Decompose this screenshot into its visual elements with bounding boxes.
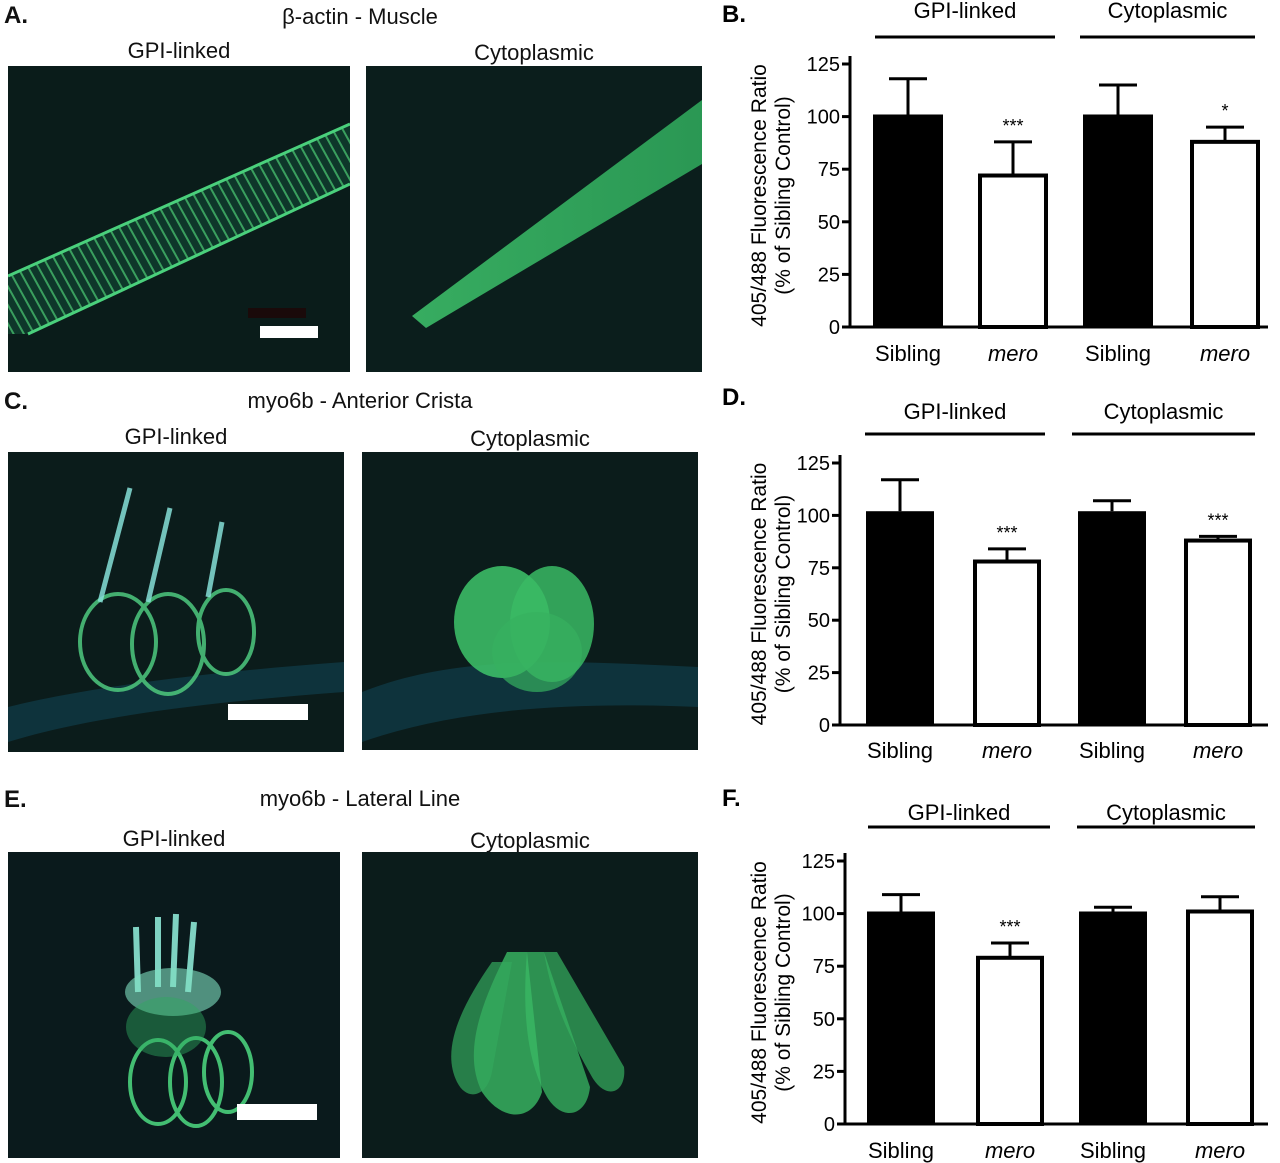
x-category-label: mero [985,1138,1035,1163]
significance-marker: *** [999,917,1020,937]
y-tick-label: 125 [807,54,840,76]
y-axis-label-sub: (% of Sibling Control) [772,96,795,294]
group-label: GPI-linked [908,800,1011,825]
y-tick-label: 100 [807,107,840,129]
group-label: GPI-linked [914,0,1017,23]
group-label: GPI-linked [904,399,1007,424]
x-category-label: mero [1193,738,1243,763]
x-category-label: Sibling [875,341,941,366]
image-label-a-cyto: Cytoplasmic [474,40,594,65]
bar-mero [1186,909,1254,1126]
y-tick-label: 50 [813,1009,835,1031]
micrograph-crista-gpi [8,452,344,752]
row-title-a: β-actin - Muscle [282,4,438,29]
micrograph-lateral-gpi [8,852,340,1158]
x-category-label: Sibling [1079,738,1145,763]
panel-letter-e: E. [4,786,27,813]
y-axis-label: 405/488 Fluorescence Ratio [748,861,771,1124]
significance-marker: *** [1002,116,1023,136]
y-tick-label: 25 [813,1061,835,1083]
bar-sibling [1078,511,1146,725]
panel-letter: D. [722,385,746,411]
x-category-label: Sibling [867,738,933,763]
micrograph-muscle-gpi [8,66,350,372]
panel-letter-c: C. [4,388,28,415]
panel-letter: B. [722,1,746,28]
y-axis-label-sub: (% of Sibling Control) [772,495,795,693]
group-label: Cytoplasmic [1108,0,1228,23]
row-title-c: myo6b - Anterior Crista [247,388,473,413]
bar-mero [973,559,1041,727]
y-tick-label: 100 [797,505,830,527]
panel-letter-a: A. [4,2,28,29]
bar-sibling [1079,911,1147,1124]
scale-bar [237,1104,317,1120]
bar-sibling [1083,114,1153,327]
y-tick-label: 100 [802,904,835,926]
bar-chart-f: F. 405/488 Fluorescence Ratio (% of Siblin… [722,785,1268,1163]
y-tick-label: 75 [818,159,840,181]
significance-marker: *** [996,523,1017,543]
group-label: Cytoplasmic [1106,800,1226,825]
image-label-c-gpi: GPI-linked [124,424,228,449]
y-tick-label: 0 [829,317,840,339]
y-tick-label: 50 [808,610,830,632]
x-category-label: mero [1200,341,1250,366]
y-tick-label: 25 [808,663,830,685]
y-tick-label: 125 [802,851,835,873]
y-tick-label: 0 [824,1114,835,1136]
micrograph-crista-cyto [362,452,698,750]
y-tick-label: 0 [819,715,830,737]
y-axis-label: 405/488 Fluorescence Ratio [748,463,771,726]
x-category-label: mero [982,738,1032,763]
y-axis-label-sub: (% of Sibling Control) [772,893,795,1091]
bar-chart-b: B. 405/488 Fluorescence Ratio (% of Siblin… [722,0,1268,366]
y-tick-label: 75 [808,558,830,580]
bar-sibling [873,114,943,327]
bar-mero [976,955,1044,1126]
x-category-label: mero [988,341,1038,366]
panel-letter: F. [722,785,741,812]
scale-bar [260,326,318,338]
micrograph-muscle-cyto [366,66,702,372]
image-label-e-gpi: GPI-linked [122,826,226,851]
image-label-e-cyto: Cytoplasmic [470,828,590,853]
y-tick-label: 25 [818,264,840,286]
bar-mero [1184,538,1252,727]
significance-marker: * [1221,101,1228,121]
bar-sibling [866,511,934,725]
image-label-c-cyto: Cytoplasmic [470,426,590,451]
x-category-label: Sibling [1085,341,1151,366]
y-tick-label: 125 [797,453,830,475]
significance-marker: *** [1207,510,1228,530]
group-label: Cytoplasmic [1104,399,1224,424]
bar-chart-d: D. 405/488 Fluorescence Ratio (% of Siblin… [722,385,1268,763]
bar-sibling [867,911,935,1124]
micrograph-lateral-cyto [362,852,698,1158]
row-title-e: myo6b - Lateral Line [259,786,461,811]
bar-mero [1190,139,1260,329]
bar-mero [978,173,1048,329]
y-tick-label: 50 [818,212,840,234]
x-category-label: Sibling [1080,1138,1146,1163]
y-tick-label: 75 [813,956,835,978]
image-label-a-gpi: GPI-linked [127,38,231,63]
scale-bar [228,704,308,720]
x-category-label: Sibling [868,1138,934,1163]
x-category-label: mero [1195,1138,1245,1163]
y-axis-label: 405/488 Fluorescence Ratio [748,64,771,327]
